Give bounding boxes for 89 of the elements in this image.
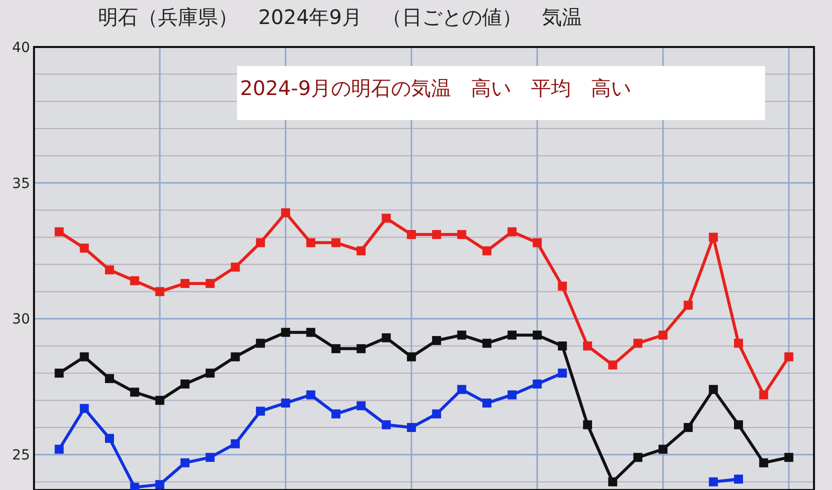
point: [708, 384, 718, 394]
point: [608, 477, 618, 486]
y-tick-label: 25: [12, 448, 30, 464]
point: [658, 330, 668, 340]
point: [658, 444, 668, 454]
point: [331, 238, 340, 248]
point: [583, 341, 592, 350]
point: [356, 401, 366, 410]
point: [331, 409, 340, 418]
point: [784, 352, 794, 362]
point: [155, 396, 164, 405]
point: [508, 330, 517, 340]
point: [583, 420, 592, 430]
point: [708, 232, 718, 242]
point: [759, 458, 768, 468]
point: [306, 328, 316, 337]
point: [708, 477, 718, 486]
point: [206, 452, 215, 462]
point: [54, 227, 64, 236]
point: [130, 482, 140, 490]
point: [532, 330, 542, 340]
point: [356, 344, 366, 354]
point: [281, 208, 290, 218]
point: [281, 328, 290, 337]
point: [532, 380, 542, 389]
point: [558, 341, 567, 350]
point: [432, 230, 442, 240]
point: [130, 276, 140, 286]
chart-title: 明石（兵庫県） 2024年9月 （日ごとの値） 気温: [98, 5, 582, 29]
point: [734, 420, 744, 430]
point: [734, 338, 744, 348]
point: [784, 452, 794, 462]
point: [508, 227, 517, 236]
point: [104, 265, 114, 274]
point: [558, 282, 567, 291]
point: [206, 278, 215, 288]
point: [482, 338, 492, 348]
point: [633, 338, 642, 348]
y-tick-label: 35: [12, 176, 30, 192]
point: [80, 244, 89, 253]
point: [406, 230, 416, 240]
point: [532, 238, 542, 248]
point: [382, 420, 391, 430]
point: [608, 360, 618, 370]
point: [155, 287, 164, 296]
point: [482, 246, 492, 256]
point: [734, 474, 744, 484]
y-tick-label: 30: [12, 312, 30, 328]
point: [457, 330, 466, 340]
point: [457, 230, 466, 240]
point: [558, 368, 567, 378]
point: [406, 352, 416, 362]
point: [432, 409, 442, 418]
point: [256, 338, 265, 348]
point: [180, 458, 190, 468]
point: [256, 238, 265, 248]
point: [206, 368, 215, 378]
point: [54, 368, 64, 378]
point: [230, 262, 240, 272]
point: [180, 380, 190, 389]
point: [80, 352, 89, 362]
point: [306, 238, 316, 248]
point: [432, 336, 442, 346]
point: [331, 344, 340, 354]
point: [759, 390, 768, 400]
point: [256, 406, 265, 416]
point: [684, 300, 693, 310]
point: [130, 388, 140, 397]
point: [508, 390, 517, 400]
point: [482, 398, 492, 408]
point: [80, 404, 89, 413]
point: [230, 439, 240, 448]
point: [356, 246, 366, 256]
point: [155, 480, 164, 490]
point: [382, 214, 391, 223]
point: [230, 352, 240, 362]
point: [382, 333, 391, 342]
point: [457, 384, 466, 394]
point: [104, 434, 114, 443]
point: [281, 398, 290, 408]
y-tick-label: 40: [12, 40, 30, 56]
point: [406, 422, 416, 432]
point: [104, 374, 114, 384]
point: [180, 278, 190, 288]
annotation: 2024-9月の明石の気温 高い 平均 高い: [240, 76, 631, 100]
point: [684, 422, 693, 432]
point: [633, 452, 642, 462]
point: [54, 444, 64, 454]
point: [306, 390, 316, 400]
